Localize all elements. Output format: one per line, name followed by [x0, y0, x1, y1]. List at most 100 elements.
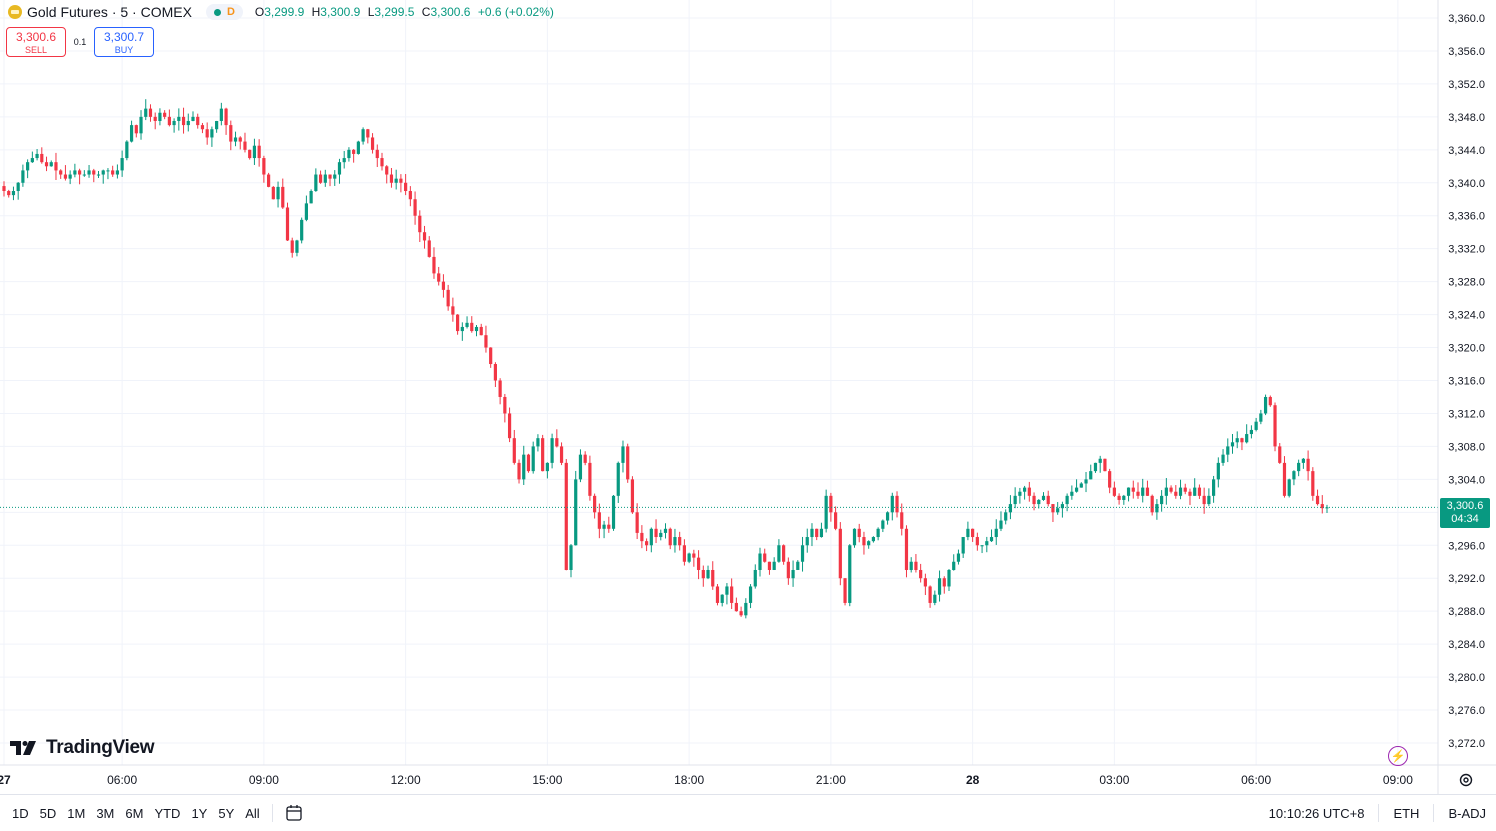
lightning-icon[interactable]: ⚡ — [1388, 746, 1408, 766]
session-toggle[interactable]: ETH — [1393, 805, 1420, 821]
candle-body — [205, 129, 209, 138]
candle-body — [11, 191, 16, 196]
buy-button[interactable]: 3,300.7 BUY — [94, 27, 154, 57]
range-1y[interactable]: 1Y — [191, 805, 208, 821]
candle-body — [1297, 462, 1301, 472]
calendar-icon[interactable] — [285, 804, 303, 822]
candle-body — [252, 145, 257, 159]
candle-body — [219, 108, 223, 121]
candle-body — [782, 545, 786, 562]
candle-body — [342, 158, 346, 163]
market-status[interactable]: D — [205, 4, 243, 20]
price-tick-label: 3,280.0 — [1448, 672, 1485, 684]
range-5y[interactable]: 5Y — [218, 805, 235, 821]
price-tick-label: 3,348.0 — [1448, 112, 1485, 124]
chart-grid — [0, 0, 1438, 765]
divider — [1433, 804, 1435, 822]
candle-body — [559, 446, 564, 463]
price-axis[interactable]: 3,272.0 3,276.0 3,280.0 3,284.0 3,288.0 3,292… — [1437, 0, 1485, 794]
candle-body — [1207, 495, 1211, 505]
candle-body — [1315, 495, 1320, 505]
range-1m[interactable]: 1M — [67, 805, 86, 821]
range-all[interactable]: All — [245, 805, 260, 821]
candle-body — [314, 174, 318, 192]
candle-body — [215, 120, 219, 130]
candle-body — [748, 586, 753, 603]
candle-body — [588, 462, 592, 496]
candle-body — [139, 116, 143, 134]
candle-body — [323, 174, 327, 183]
spread-value: 0.1 — [73, 37, 87, 47]
candle-body — [196, 116, 200, 126]
candle-body — [569, 545, 573, 570]
candle-body — [290, 240, 294, 253]
candle-body — [885, 512, 890, 521]
candle-body — [758, 553, 762, 570]
range-5d[interactable]: 5D — [39, 805, 57, 821]
candle-body — [711, 569, 715, 587]
candle-body — [40, 153, 44, 163]
candle-body — [309, 191, 313, 204]
range-1d[interactable]: 1D — [12, 805, 29, 821]
candle-body — [356, 141, 360, 154]
candle-body — [1278, 446, 1282, 463]
candle-body — [909, 561, 913, 570]
candle-body — [659, 532, 663, 538]
candle-body — [753, 569, 757, 587]
time-tick-label: 15:00 — [532, 773, 562, 787]
candle-body — [526, 454, 531, 472]
candle-body — [961, 537, 965, 554]
candle-body — [867, 541, 871, 546]
candle-body — [30, 158, 34, 163]
time-tick-label: 06:00 — [1241, 773, 1271, 787]
price-tick-label: 3,288.0 — [1448, 606, 1485, 618]
range-6m[interactable]: 6M — [125, 805, 144, 821]
candle-body — [68, 174, 72, 179]
range-ytd[interactable]: YTD — [154, 805, 181, 821]
price-chart[interactable]: 3,272.0 3,276.0 3,280.0 3,284.0 3,288.0 3,292… — [0, 0, 1496, 794]
candle-body — [347, 149, 351, 159]
candle-body — [1136, 491, 1140, 496]
candle-body — [1018, 491, 1022, 496]
candle-body — [233, 137, 238, 142]
price-tick-label: 3,328.0 — [1448, 277, 1485, 289]
candle-body — [257, 145, 261, 159]
candle-body — [1273, 405, 1277, 447]
candle-body — [1301, 458, 1305, 463]
symbol-title[interactable]: Gold Futures · 5 · COMEX — [27, 4, 192, 20]
candle-body — [876, 528, 880, 538]
candle-body — [144, 108, 148, 117]
price-tick-label: 3,356.0 — [1448, 46, 1485, 58]
candle-body — [1311, 471, 1315, 496]
adjustment-toggle[interactable]: B-ADJ — [1448, 805, 1486, 821]
candle-body — [484, 335, 488, 348]
candle-body — [1008, 504, 1013, 513]
candle-body — [92, 170, 96, 175]
candle-body — [191, 116, 195, 121]
divider — [1378, 804, 1380, 822]
candle-body — [404, 182, 408, 192]
candle-body — [1197, 487, 1202, 496]
candle-body — [852, 528, 857, 546]
candle-body — [385, 166, 389, 175]
candle-body — [63, 174, 68, 179]
candle-body — [843, 578, 847, 603]
candle-body — [210, 129, 214, 138]
gear-icon[interactable] — [1458, 772, 1474, 788]
candle-body — [942, 578, 946, 587]
tradingview-logo-icon — [10, 741, 36, 755]
price-tick-label: 3,296.0 — [1448, 540, 1485, 552]
range-3m[interactable]: 3M — [96, 805, 115, 821]
candle-body — [890, 495, 894, 513]
candle-body — [328, 174, 332, 179]
candle-body — [262, 158, 266, 175]
tradingview-logo[interactable]: TradingView — [10, 737, 155, 759]
time-axis[interactable]: 27 06:00 09:00 12:00 15:00 18:00 21:00 28 03:00 0… — [0, 764, 1496, 787]
sell-button[interactable]: 3,300.6 SELL — [6, 27, 66, 57]
candle-body — [2, 186, 6, 192]
candle-body — [1060, 504, 1064, 509]
candle-body — [167, 116, 171, 126]
clock-time[interactable]: 10:10:26 UTC+8 — [1268, 805, 1365, 821]
candle-body — [1292, 471, 1296, 480]
candle-body — [1084, 479, 1088, 484]
